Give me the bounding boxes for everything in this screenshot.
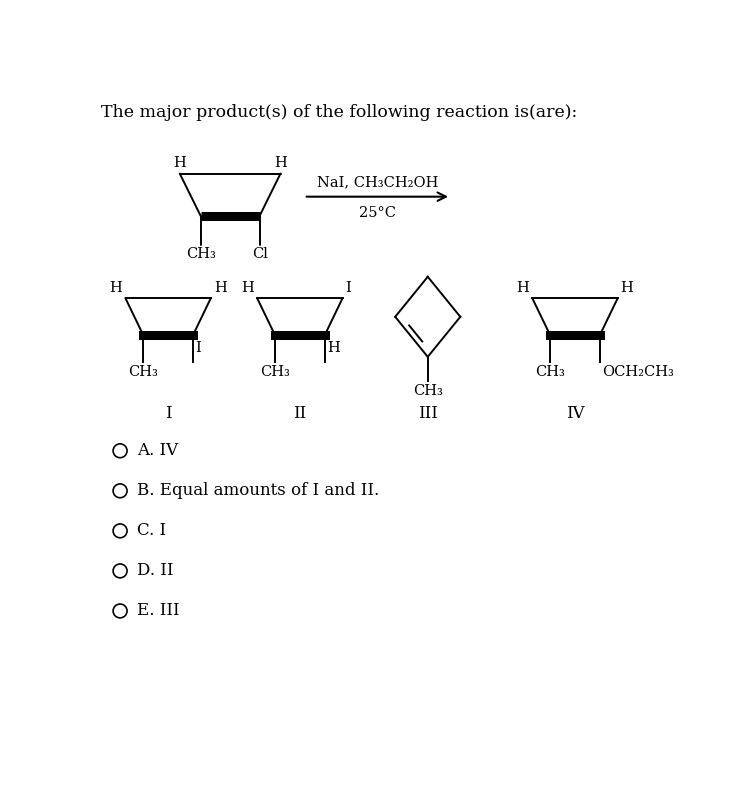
Text: A. IV: A. IV xyxy=(137,442,178,459)
Text: C. I: C. I xyxy=(137,523,166,539)
Text: II: II xyxy=(293,405,306,421)
Text: IV: IV xyxy=(565,405,584,421)
Text: H: H xyxy=(327,341,339,356)
Text: B. Equal amounts of I and II.: B. Equal amounts of I and II. xyxy=(137,482,380,499)
Text: III: III xyxy=(418,405,438,421)
Text: I: I xyxy=(165,405,172,421)
Text: E. III: E. III xyxy=(137,603,180,619)
Text: H: H xyxy=(274,157,287,170)
Text: D. II: D. II xyxy=(137,562,174,580)
Text: Cl: Cl xyxy=(252,247,268,261)
Text: H: H xyxy=(110,281,122,295)
Text: CH₃: CH₃ xyxy=(535,364,565,379)
Text: CH₃: CH₃ xyxy=(186,247,215,261)
Text: CH₃: CH₃ xyxy=(129,364,158,379)
Text: CH₃: CH₃ xyxy=(413,384,443,398)
Text: OCH₂CH₃: OCH₂CH₃ xyxy=(602,364,674,379)
Text: 25°C: 25°C xyxy=(359,206,396,220)
Text: H: H xyxy=(214,281,227,295)
Text: H: H xyxy=(621,281,634,295)
Text: H: H xyxy=(516,281,529,295)
Text: CH₃: CH₃ xyxy=(260,364,290,379)
Text: I: I xyxy=(345,281,352,295)
Text: NaI, CH₃CH₂OH: NaI, CH₃CH₂OH xyxy=(317,175,438,189)
Text: H: H xyxy=(241,281,254,295)
Text: I: I xyxy=(195,341,201,356)
Text: The major product(s) of the following reaction is(are):: The major product(s) of the following re… xyxy=(101,105,577,121)
Text: H: H xyxy=(173,157,186,170)
